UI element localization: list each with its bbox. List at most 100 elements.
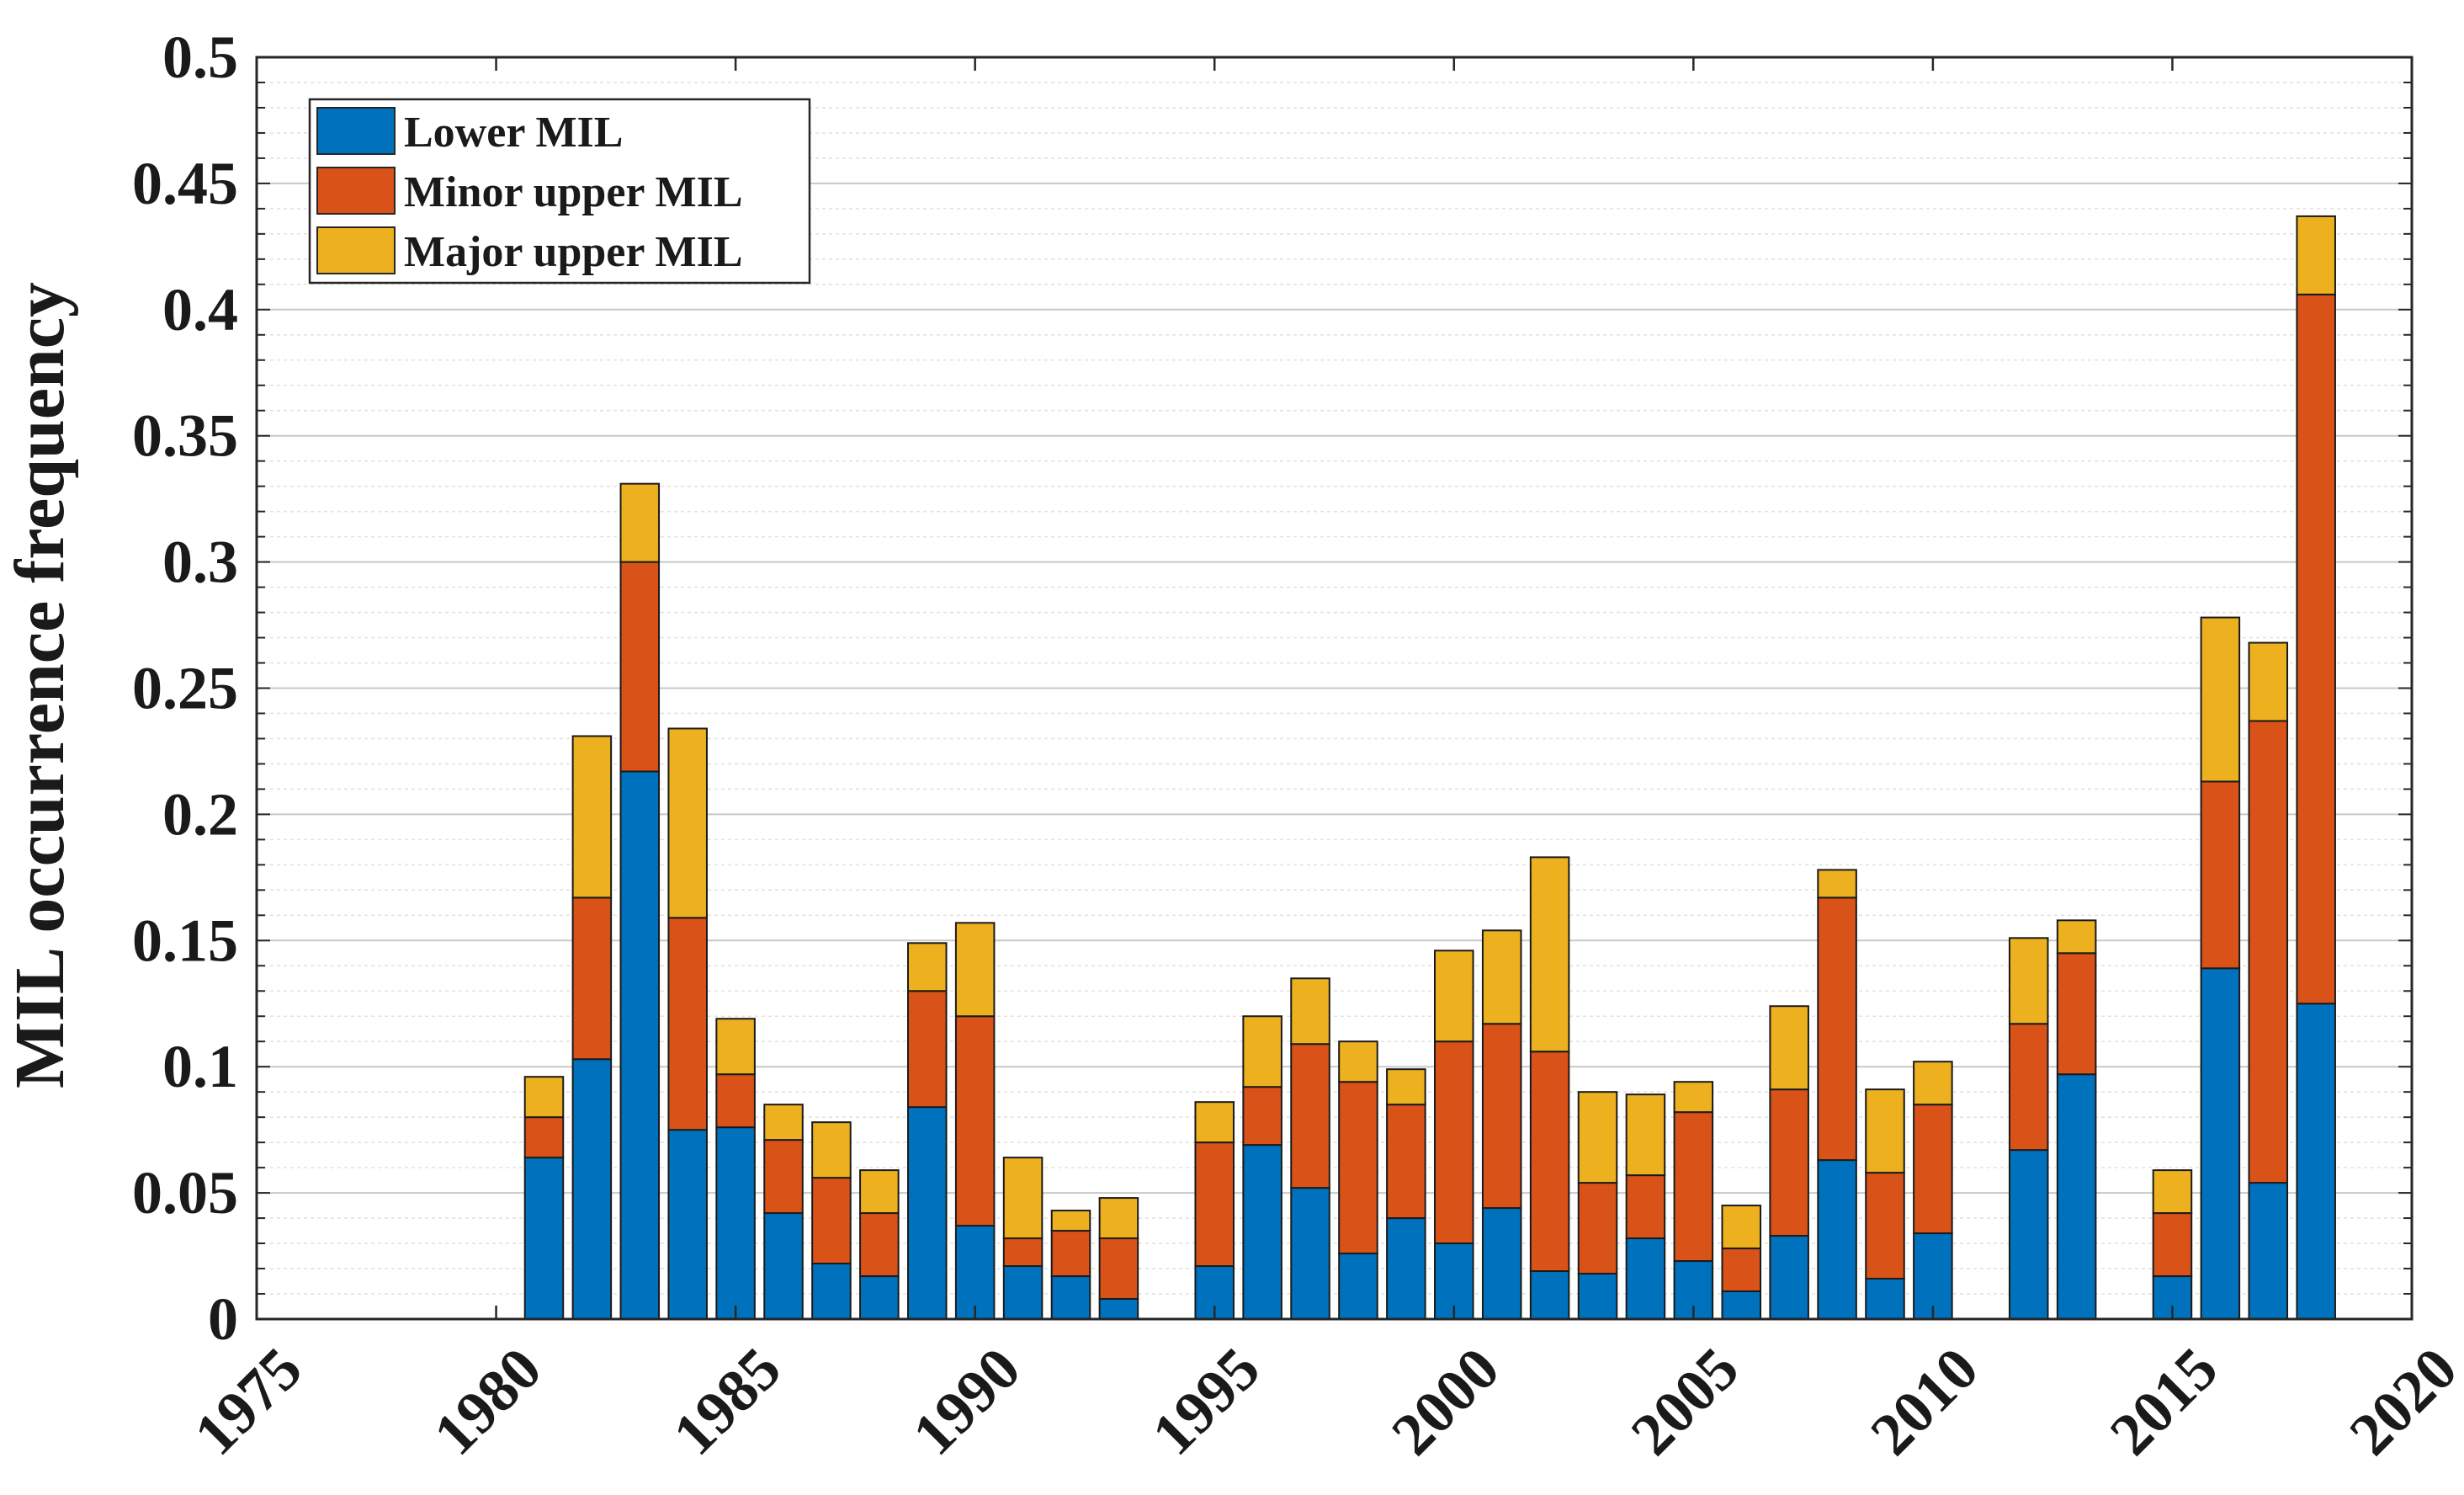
- bar-lower-mil-2012: [2008, 1149, 2049, 1321]
- bar-minor-upper-mil-1987: [811, 1177, 852, 1265]
- bar-minor-upper-mil-2015: [2152, 1212, 2193, 1278]
- bar-major-upper-mil-2016: [2200, 616, 2241, 783]
- bar-lower-mil-1988: [859, 1275, 900, 1321]
- bar-minor-upper-mil-2002: [1529, 1051, 1570, 1273]
- bar-minor-upper-mil-1999: [1386, 1104, 1426, 1220]
- bar-major-upper-mil-1999: [1386, 1068, 1426, 1106]
- bar-major-upper-mil-2017: [2248, 641, 2289, 722]
- bar-lower-mil-2004: [1625, 1237, 1666, 1320]
- bar-minor-upper-mil-1983: [619, 561, 661, 773]
- bar-major-upper-mil-2008: [1817, 869, 1857, 899]
- bar-minor-upper-mil-1996: [1242, 1086, 1282, 1147]
- bar-major-upper-mil-2018: [2296, 215, 2336, 295]
- bar-lower-mil-1984: [667, 1129, 708, 1321]
- bar-minor-upper-mil-2000: [1434, 1040, 1474, 1245]
- bar-lower-mil-2001: [1481, 1207, 1522, 1321]
- bar-major-upper-mil-1988: [859, 1169, 900, 1215]
- bar-lower-mil-1993: [1098, 1298, 1139, 1320]
- bar-minor-upper-mil-1991: [1002, 1237, 1043, 1268]
- y-tick-label-0_05: 0.05: [132, 1159, 238, 1226]
- bar-major-upper-mil-1992: [1050, 1210, 1091, 1232]
- y-tick-label-0_35: 0.35: [132, 402, 238, 470]
- y-tick-label-0_5: 0.5: [162, 24, 238, 91]
- bar-lower-mil-2003: [1577, 1273, 1618, 1321]
- bar-minor-upper-mil-1986: [763, 1139, 804, 1215]
- bar-lower-mil-2016: [2200, 967, 2241, 1320]
- bar-minor-upper-mil-1981: [523, 1116, 565, 1159]
- bar-minor-upper-mil-1992: [1050, 1230, 1091, 1278]
- bar-major-upper-mil-1998: [1338, 1040, 1378, 1083]
- bar-lower-mil-1983: [619, 770, 661, 1320]
- bar-lower-mil-2007: [1769, 1235, 1809, 1321]
- bar-lower-mil-2006: [1721, 1290, 1762, 1320]
- bars: [523, 215, 2336, 1321]
- bar-minor-upper-mil-1985: [715, 1073, 756, 1129]
- y-tick-label-0_25: 0.25: [132, 655, 238, 722]
- bar-lower-mil-1999: [1386, 1217, 1426, 1320]
- bar-minor-upper-mil-2006: [1721, 1248, 1762, 1293]
- bar-major-upper-mil-2006: [1721, 1205, 1762, 1250]
- bar-major-upper-mil-2015: [2152, 1169, 2193, 1215]
- bar-lower-mil-1985: [715, 1126, 756, 1320]
- bar-minor-upper-mil-2004: [1625, 1174, 1666, 1240]
- legend-label-minor-upper-mil: Minor upper MIL: [404, 168, 743, 216]
- bar-minor-upper-mil-1982: [571, 896, 613, 1061]
- bar-lower-mil-2013: [2056, 1073, 2097, 1320]
- bar-minor-upper-mil-2008: [1817, 896, 1857, 1162]
- bar-major-upper-mil-1982: [571, 735, 613, 899]
- tick-marks: [255, 56, 2414, 1320]
- bar-major-upper-mil-1997: [1290, 977, 1330, 1045]
- bar-lower-mil-1998: [1338, 1253, 1378, 1320]
- bar-major-upper-mil-1991: [1002, 1157, 1043, 1240]
- legend-label-major-upper-mil: Major upper MIL: [404, 228, 743, 276]
- y-tick-label-0_2: 0.2: [162, 780, 238, 848]
- bar-major-upper-mil-1996: [1242, 1015, 1282, 1088]
- legend-swatch-major-upper-mil: [316, 226, 396, 274]
- bar-minor-upper-mil-2012: [2008, 1023, 2049, 1152]
- legend-swatch-lower-mil: [316, 107, 396, 155]
- bar-major-upper-mil-2003: [1577, 1091, 1618, 1184]
- bar-minor-upper-mil-2009: [1865, 1172, 1905, 1280]
- y-tick-label-0_4: 0.4: [162, 276, 238, 343]
- bar-minor-upper-mil-2003: [1577, 1182, 1618, 1275]
- bar-minor-upper-mil-1993: [1098, 1237, 1139, 1301]
- bar-major-upper-mil-1993: [1098, 1197, 1139, 1240]
- bar-major-upper-mil-2002: [1529, 856, 1570, 1053]
- bar-major-upper-mil-1985: [715, 1018, 756, 1076]
- bar-major-upper-mil-2004: [1625, 1093, 1666, 1177]
- bar-lower-mil-1987: [811, 1263, 852, 1320]
- bar-major-upper-mil-1984: [667, 727, 708, 919]
- y-axis-title: MIL occurrence frequency: [1, 282, 79, 1088]
- bar-lower-mil-1996: [1242, 1144, 1282, 1320]
- legend-swatch-minor-upper-mil: [316, 167, 396, 215]
- bar-minor-upper-mil-2007: [1769, 1088, 1809, 1237]
- y-tick-labels: 0 0.05 0.1 0.15 0.2 0.25 0.3 0.35 0.4 0.45 0.5: [132, 24, 238, 1353]
- bar-major-upper-mil-1983: [619, 482, 661, 563]
- bar-major-upper-mil-2000: [1434, 950, 1474, 1043]
- bar-major-upper-mil-1989: [906, 942, 948, 992]
- bar-major-upper-mil-1981: [523, 1076, 565, 1119]
- y-tick-label-0_15: 0.15: [132, 907, 238, 974]
- y-tick-label-0_1: 0.1: [162, 1033, 238, 1100]
- bar-lower-mil-2002: [1529, 1270, 1570, 1320]
- bar-major-upper-mil-2010: [1913, 1061, 1953, 1106]
- y-tick-label-0_45: 0.45: [132, 150, 238, 217]
- bar-lower-mil-2017: [2248, 1182, 2289, 1321]
- bar-minor-upper-mil-1988: [859, 1212, 900, 1278]
- bar-major-upper-mil-2001: [1481, 929, 1522, 1025]
- bar-minor-upper-mil-2001: [1481, 1023, 1522, 1210]
- bar-major-upper-mil-2013: [2056, 919, 2097, 955]
- bar-major-upper-mil-2007: [1769, 1005, 1809, 1091]
- bar-lower-mil-1992: [1050, 1275, 1091, 1321]
- bar-minor-upper-mil-2018: [2296, 293, 2336, 1005]
- bar-lower-mil-1997: [1290, 1187, 1330, 1320]
- bar-lower-mil-2018: [2296, 1003, 2336, 1320]
- bar-major-upper-mil-1995: [1194, 1101, 1235, 1144]
- bar-minor-upper-mil-1990: [954, 1015, 996, 1227]
- legend: Lower MIL Minor upper MIL Major upper MI…: [308, 98, 811, 285]
- bar-minor-upper-mil-2005: [1673, 1111, 1714, 1263]
- bar-minor-upper-mil-2017: [2248, 720, 2289, 1184]
- bar-lower-mil-1986: [763, 1212, 804, 1320]
